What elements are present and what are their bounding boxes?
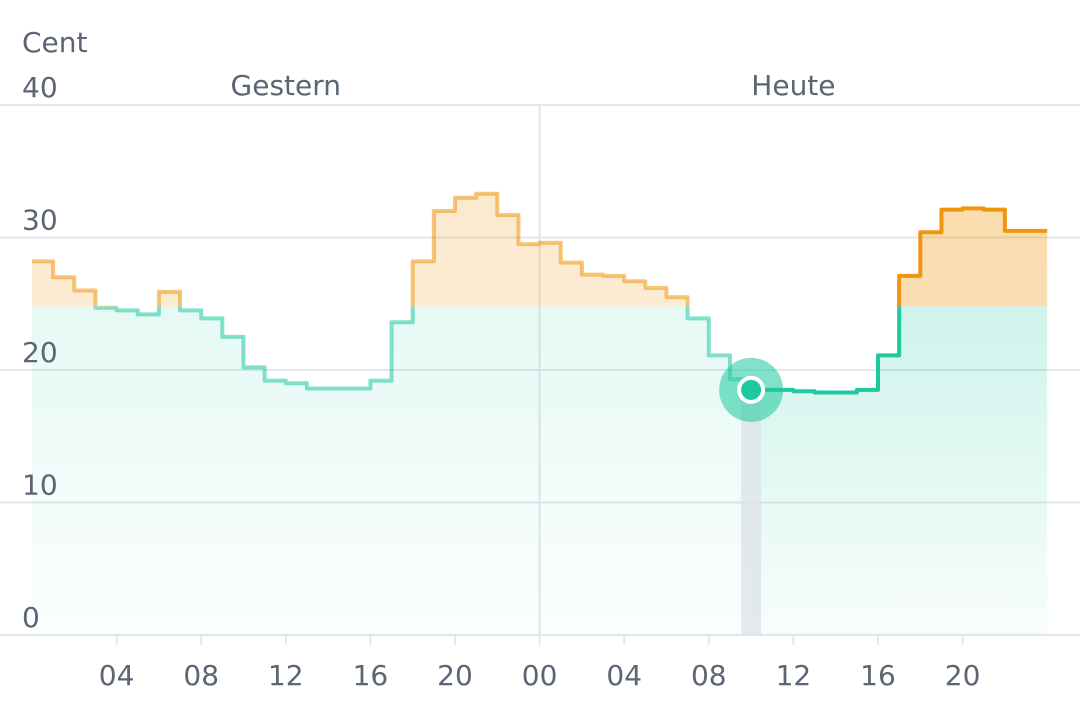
current-time-band (741, 389, 762, 635)
x-tick-label-4: 20 (437, 659, 473, 692)
x-tick-label-0: 04 (99, 659, 135, 692)
x-tick-label-3: 16 (353, 659, 389, 692)
area-fill (32, 193, 1048, 635)
area-below-threshold-future (751, 306, 1048, 635)
current-marker-group (719, 357, 784, 635)
x-tick-label-6: 04 (606, 659, 642, 692)
x-tick-label-10: 20 (945, 659, 981, 692)
axis-labels: 0 10 20 30 40 Cent Gestern Heute 04 08 12 16 20 00 04 0… (22, 26, 980, 692)
x-tick-label-8: 12 (776, 659, 812, 692)
price-line-below-future (751, 306, 902, 395)
price-line-above-past (32, 191, 690, 307)
y-tick-label-30: 30 (22, 204, 58, 237)
y-tick-label-10: 10 (22, 469, 58, 502)
y-axis-unit: Cent (22, 26, 88, 59)
y-tick-label-0: 0 (22, 601, 40, 634)
area-above-threshold-past (32, 193, 688, 307)
price-line-below-past (93, 306, 752, 392)
day-label-1: Heute (751, 69, 835, 102)
x-tick-label-9: 16 (860, 659, 896, 692)
area-below-threshold-past (32, 306, 752, 635)
x-tick-label-5: 00 (522, 659, 558, 692)
price-lines (32, 191, 1048, 395)
y-tick-label-40: 40 (22, 71, 58, 104)
current-price-marker[interactable] (737, 375, 766, 404)
x-tick-label-2: 12 (268, 659, 304, 692)
x-tick-label-7: 08 (691, 659, 727, 692)
day-label-0: Gestern (231, 69, 341, 102)
y-tick-label-20: 20 (22, 336, 58, 369)
area-past (32, 193, 752, 635)
x-tick-label-1: 08 (183, 659, 219, 692)
